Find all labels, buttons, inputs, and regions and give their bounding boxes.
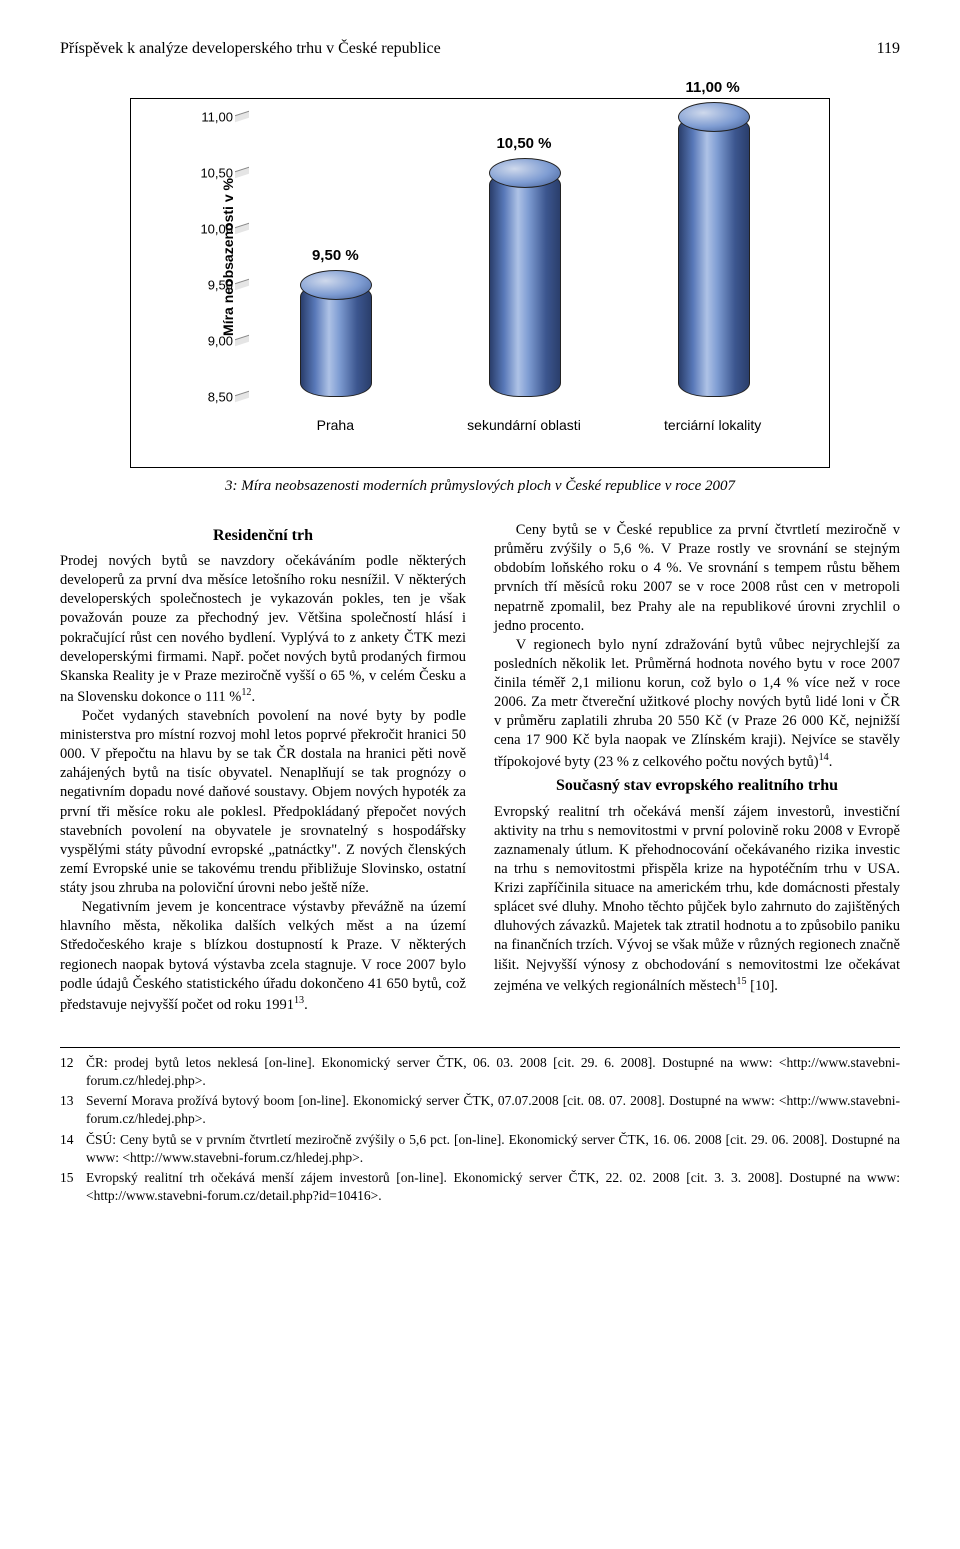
y-tick-ledge	[235, 279, 249, 291]
footnote-number: 13	[60, 1092, 86, 1128]
bar-front	[489, 171, 561, 397]
y-tick-ledge	[235, 391, 249, 403]
bar: 10,50 %	[489, 173, 559, 397]
footnote-text: Severní Morava prožívá bytový boom [on-l…	[86, 1092, 900, 1128]
chart-caption: 3: Míra neobsazenosti moderních průmyslo…	[60, 478, 900, 495]
bar: 9,50 %	[300, 285, 370, 397]
page-number: 119	[877, 40, 900, 58]
footnote-number: 12	[60, 1054, 86, 1090]
y-tick: 9,50	[193, 278, 233, 293]
vacancy-chart: Míra neobsazenosti v % 8,50 9,00 9,50 10,00…	[130, 98, 830, 468]
x-category-label: Praha	[317, 417, 354, 433]
footnote: 13Severní Morava prožívá bytový boom [on…	[60, 1092, 900, 1128]
y-tick-ledge	[235, 167, 249, 179]
footnotes: 12ČR: prodej bytů letos neklesá [on-line…	[60, 1054, 900, 1206]
para-5: V regionech bylo nyní zdražování bytů vů…	[494, 636, 900, 772]
para-6: Evropský realitní trh očekává menší záje…	[494, 803, 900, 996]
x-category-label: terciární lokality	[664, 417, 761, 433]
y-tick-ledge	[235, 111, 249, 123]
bar-top	[489, 158, 561, 188]
para-1: Prodej nových bytů se navzdory očekávání…	[60, 552, 466, 707]
y-tick-ledge	[235, 335, 249, 347]
footnote-number: 14	[60, 1131, 86, 1167]
x-category-label: sekundární oblasti	[467, 417, 581, 433]
y-tick: 10,50	[193, 166, 233, 181]
footnote-text: ČR: prodej bytů letos neklesá [on-line].…	[86, 1054, 900, 1090]
para-2: Počet vydaných stavebních povolení na no…	[60, 707, 466, 898]
footnote: 12ČR: prodej bytů letos neklesá [on-line…	[60, 1054, 900, 1090]
bar-front	[678, 115, 750, 397]
heading-residential: Residenční trh	[60, 525, 466, 546]
bar-top	[300, 270, 372, 300]
y-tick: 8,50	[193, 390, 233, 405]
body-columns: Residenční trh Prodej nových bytů se nav…	[60, 521, 900, 1015]
y-tick: 9,00	[193, 334, 233, 349]
y-axis-label: Míra neobsazenosti v %	[220, 178, 236, 336]
footnote-rule	[60, 1047, 900, 1048]
bar: 11,00 %	[678, 117, 748, 397]
footnote: 15Evropský realitní trh očekává menší zá…	[60, 1169, 900, 1205]
footnote-text: Evropský realitní trh očekává menší záje…	[86, 1169, 900, 1205]
bar-value-label: 10,50 %	[464, 135, 584, 152]
para-4: Ceny bytů se v České republice za první …	[494, 521, 900, 636]
y-tick: 11,00	[193, 110, 233, 125]
running-title: Příspěvek k analýze developerského trhu …	[60, 40, 441, 58]
bar-value-label: 11,00 %	[653, 79, 773, 96]
heading-eu-market: Současný stav evropského realitního trhu	[494, 775, 900, 796]
bar-front	[300, 283, 372, 397]
footnote: 14ČSÚ: Ceny bytů se v prvním čtvrtletí m…	[60, 1131, 900, 1167]
bar-value-label: 9,50 %	[275, 247, 395, 264]
footnote-text: ČSÚ: Ceny bytů se v prvním čtvrtletí mez…	[86, 1131, 900, 1167]
para-3: Negativním jevem je koncentrace výstavby…	[60, 898, 466, 1015]
bar-top	[678, 102, 750, 132]
y-tick: 10,00	[193, 222, 233, 237]
footnote-number: 15	[60, 1169, 86, 1205]
running-head: Příspěvek k analýze developerského trhu …	[60, 40, 900, 58]
y-tick-ledge	[235, 223, 249, 235]
